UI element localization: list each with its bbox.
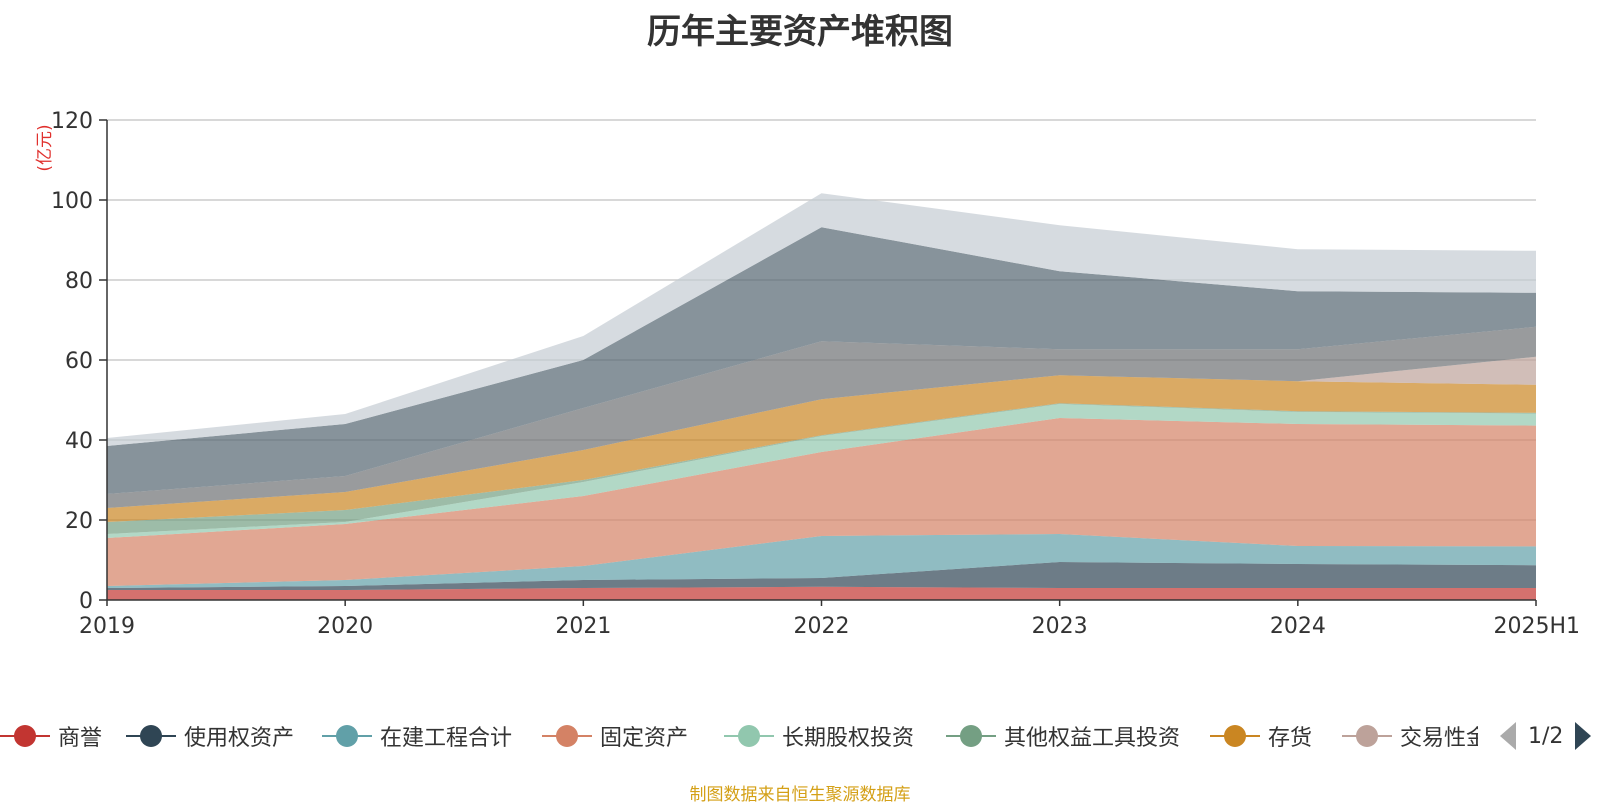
- legend-item-使用权资产[interactable]: 使用权资产: [126, 716, 294, 756]
- area-series-9[interactable]: [107, 326, 1536, 508]
- legend-next-page-button[interactable]: [1575, 722, 1592, 750]
- x-tick-label: 2020: [317, 614, 373, 639]
- legend-page-indicator: 1/2: [1528, 723, 1564, 749]
- y-tick-label: 100: [51, 189, 93, 214]
- y-tick-label: 0: [79, 589, 93, 614]
- x-tick-label: 2025H1: [1493, 614, 1580, 639]
- area-series-10[interactable]: [107, 227, 1536, 494]
- area-商誉[interactable]: [107, 586, 1536, 600]
- area-其他权益工具投资[interactable]: [107, 403, 1536, 534]
- legend-item-商誉[interactable]: 商誉: [0, 716, 102, 756]
- legend-marker: [0, 716, 50, 756]
- y-tick-label: 60: [65, 349, 93, 374]
- legend-label: 交易性金融资产: [1400, 726, 1478, 751]
- x-tick-label: 2023: [1032, 614, 1088, 639]
- legend-marker: [542, 716, 592, 756]
- x-tick-label: 2022: [794, 614, 850, 639]
- legend-item-长期股权投资[interactable]: 长期股权投资: [724, 716, 914, 756]
- x-tick-label: 2019: [79, 614, 135, 639]
- area-长期股权投资[interactable]: [107, 404, 1536, 538]
- area-在建工程合计[interactable]: [107, 534, 1536, 588]
- legend-prev-page-button[interactable]: [1500, 722, 1516, 750]
- legend-label: 使用权资产: [184, 726, 295, 751]
- x-tick-label: 2021: [555, 614, 611, 639]
- legend-label: 长期股权投资: [782, 726, 915, 751]
- area-存货[interactable]: [107, 375, 1536, 522]
- legend-item-其他权益工具投资[interactable]: 其他权益工具投资: [946, 716, 1180, 756]
- legend-marker: [946, 716, 996, 756]
- legend-item-在建工程合计[interactable]: 在建工程合计: [322, 716, 512, 756]
- area-交易性金融资产[interactable]: [107, 356, 1536, 508]
- source-note: 制图数据来自恒生聚源数据库: [689, 785, 911, 805]
- legend-label: 其他权益工具投资: [1004, 726, 1181, 751]
- axis-layer: 0 20 40 60 80 100 120 2019 2020 2021 2022 2023 2024 2…: [51, 109, 1580, 639]
- legend-item-固定资产[interactable]: 固定资产: [542, 716, 688, 756]
- legend-items: 商誉 使用权资产 在建工程合计 固定资产 长期股权投资 其他权益工具投资 存货 交易性金融资产: [0, 716, 1478, 756]
- legend-pager: 1/2: [1500, 716, 1592, 756]
- legend-label: 存货: [1268, 726, 1313, 751]
- legend-item-交易性金融资产[interactable]: 交易性金融资产: [1342, 716, 1478, 756]
- legend-item-存货[interactable]: 存货: [1210, 716, 1312, 756]
- y-tick-label: 40: [65, 429, 93, 454]
- y-tick-label: 20: [65, 509, 93, 534]
- legend-label: 商誉: [58, 726, 103, 751]
- legend-marker: [322, 716, 372, 756]
- legend-marker: [1210, 716, 1260, 756]
- legend-marker: [126, 716, 176, 756]
- area-固定资产[interactable]: [107, 418, 1536, 586]
- legend-label: 固定资产: [600, 726, 689, 751]
- x-tick-label: 2024: [1270, 614, 1326, 639]
- y-tick-label: 120: [51, 109, 93, 134]
- y-tick-label: 80: [65, 269, 93, 294]
- legend-marker: [724, 716, 774, 756]
- area-series-11[interactable]: [107, 193, 1536, 446]
- area-layer: [107, 193, 1536, 600]
- legend-label: 在建工程合计: [380, 726, 513, 751]
- chart-title: 历年主要资产堆积图: [647, 12, 953, 52]
- legend: 商誉 使用权资产 在建工程合计 固定资产 长期股权投资 其他权益工具投资 存货 交易性金融资产…: [0, 716, 1600, 756]
- legend-marker: [1342, 716, 1392, 756]
- y-axis-unit-label: (亿元): [35, 124, 55, 171]
